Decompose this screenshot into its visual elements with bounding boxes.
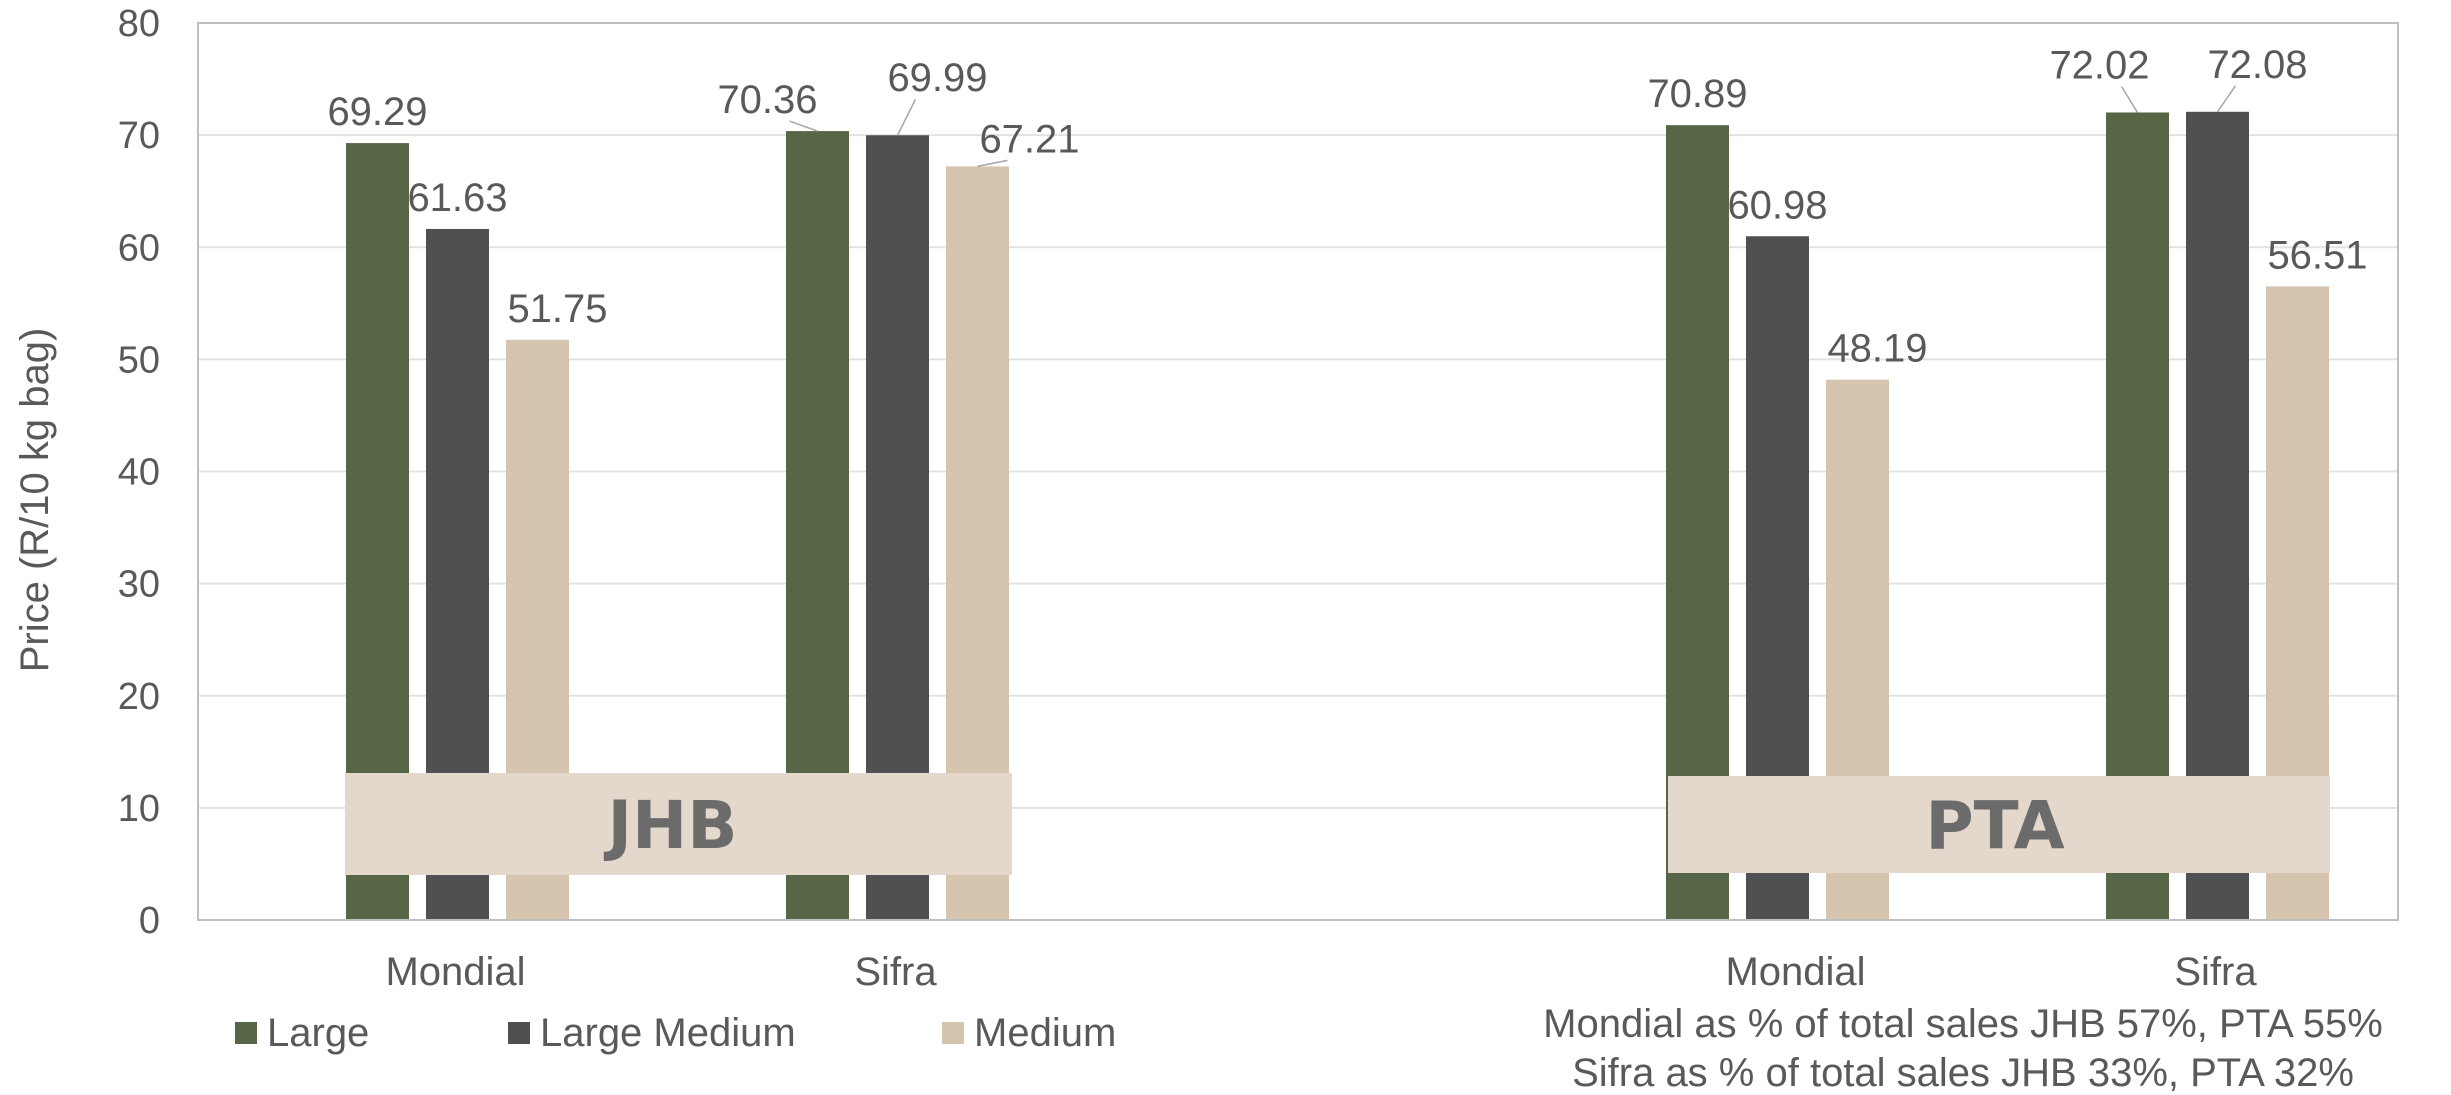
data-labels: 69.29 70.36 70.89 72.02 61.63 69.99 60.98 72.08… (327, 43, 2367, 371)
y-tick-label: 80 (118, 3, 160, 45)
data-label: 69.99 (887, 56, 987, 100)
legend-swatch (942, 1022, 964, 1044)
leader-line (2120, 86, 2139, 113)
category-label: Mondial (385, 950, 525, 994)
note-text: Mondial as % of total sales JHB 57%, PTA… (1543, 1002, 2383, 1046)
y-axis-ticks: 0 10 20 30 40 50 60 70 80 (118, 3, 160, 942)
category-label: Sifra (854, 950, 937, 994)
data-label: 67.21 (979, 117, 1079, 161)
legend-swatch (508, 1022, 530, 1044)
data-label: 70.89 (1647, 72, 1747, 116)
y-tick-label: 30 (118, 564, 160, 606)
y-axis-label: Price (R/10 kg bag) (13, 328, 57, 673)
notes: Mondial as % of total sales JHB 57%, PTA… (1543, 1002, 2383, 1095)
leader-line (896, 98, 917, 136)
legend-swatch (235, 1022, 257, 1044)
category-labels: Mondial Sifra Mondial Sifra (385, 950, 2257, 994)
leader-line (2216, 85, 2237, 113)
y-tick-label: 50 (118, 339, 160, 381)
y-tick-label: 0 (139, 900, 160, 942)
label-leader-lines (789, 85, 2237, 168)
group-banner (345, 773, 1012, 875)
data-label: 70.36 (717, 78, 817, 122)
legend-label: Large (267, 1011, 369, 1055)
note-text: Sifra as % of total sales JHB 33%, PTA 3… (1572, 1051, 2354, 1095)
data-label: 72.08 (2207, 43, 2307, 87)
y-tick-label: 20 (118, 676, 160, 718)
group-label: PTA (1925, 788, 2064, 865)
y-tick-label: 70 (118, 115, 160, 157)
group-labels: JHB PTA (345, 773, 2330, 875)
category-label: Mondial (1725, 950, 1865, 994)
category-label: Sifra (2174, 950, 2257, 994)
data-label: 48.19 (1827, 327, 1927, 371)
data-label: 61.63 (407, 176, 507, 220)
leader-line (789, 120, 818, 132)
y-tick-label: 60 (118, 227, 160, 269)
data-label: 60.98 (1727, 183, 1827, 227)
leader-line (977, 159, 1008, 168)
group-banner (1668, 776, 2330, 873)
group-label: JHB (603, 787, 737, 864)
legend-label: Medium (974, 1011, 1116, 1055)
data-label: 51.75 (507, 287, 607, 331)
data-label: 56.51 (2267, 233, 2367, 277)
data-label: 72.02 (2049, 43, 2149, 87)
y-tick-label: 10 (118, 788, 160, 830)
data-label: 69.29 (327, 90, 427, 134)
legend-label: Large Medium (540, 1011, 796, 1055)
y-tick-label: 40 (118, 452, 160, 494)
plot-area-border (197, 22, 2399, 921)
legend: Large Large Medium Medium (235, 1011, 1116, 1055)
